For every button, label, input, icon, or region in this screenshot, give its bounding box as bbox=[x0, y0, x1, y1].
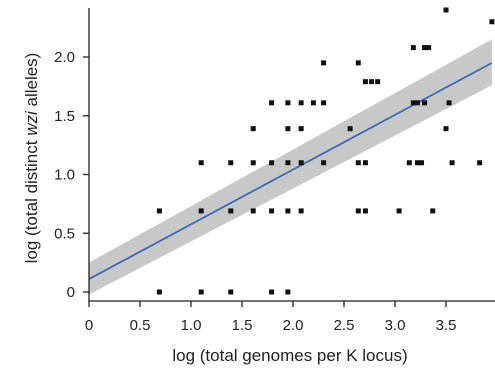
data-point bbox=[250, 126, 256, 132]
data-point bbox=[285, 160, 291, 166]
y-tick-label: 0.5 bbox=[54, 225, 75, 242]
data-point bbox=[355, 160, 361, 166]
confidence-band bbox=[89, 39, 492, 295]
data-point bbox=[298, 100, 304, 106]
data-point bbox=[410, 45, 416, 51]
y-axis: 0 0.5 1.0 1.5 2.0 bbox=[54, 8, 90, 301]
data-point bbox=[228, 160, 234, 166]
data-point bbox=[321, 60, 327, 66]
data-point bbox=[477, 160, 483, 166]
y-axis-label-part-after: alleles) bbox=[22, 53, 41, 112]
data-point bbox=[156, 208, 162, 214]
data-point bbox=[347, 126, 353, 132]
data-point bbox=[310, 100, 316, 106]
data-point bbox=[250, 208, 256, 214]
data-point bbox=[449, 160, 455, 166]
data-point bbox=[443, 7, 449, 13]
data-point bbox=[269, 160, 275, 166]
data-point bbox=[369, 79, 375, 85]
data-point bbox=[198, 208, 204, 214]
data-point bbox=[406, 160, 412, 166]
data-point bbox=[321, 160, 327, 166]
data-point bbox=[362, 79, 368, 85]
fit-line bbox=[89, 62, 493, 280]
data-point bbox=[269, 208, 275, 214]
y-axis-label-part-italic: wzi bbox=[22, 110, 41, 136]
data-point bbox=[285, 126, 291, 132]
x-tick-label: 1.0 bbox=[181, 317, 202, 334]
x-axis: 0 0.5 1.0 1.5 2.0 2.5 3.0 3.5 bbox=[85, 300, 495, 334]
y-tick-label: 1.5 bbox=[54, 108, 75, 125]
data-point bbox=[285, 208, 291, 214]
y-tick-label: 0 bbox=[67, 284, 75, 301]
x-tick-label: 0 bbox=[85, 317, 93, 334]
data-point bbox=[426, 45, 432, 51]
data-point bbox=[489, 19, 495, 25]
points-layer bbox=[156, 7, 495, 295]
data-point bbox=[321, 100, 327, 106]
data-point bbox=[422, 100, 428, 106]
data-point bbox=[414, 100, 420, 106]
x-tick-label: 2.5 bbox=[334, 317, 355, 334]
data-point bbox=[443, 126, 449, 132]
x-axis-label: log (total genomes per K locus) bbox=[172, 346, 407, 365]
data-point bbox=[362, 160, 368, 166]
data-point bbox=[362, 208, 368, 214]
data-point bbox=[269, 289, 275, 295]
data-point bbox=[250, 160, 256, 166]
data-point bbox=[298, 208, 304, 214]
fit-line-layer bbox=[89, 62, 493, 280]
data-point bbox=[430, 208, 436, 214]
data-point bbox=[285, 100, 291, 106]
data-point bbox=[298, 160, 304, 166]
data-point bbox=[414, 160, 420, 166]
data-point bbox=[198, 160, 204, 166]
data-point bbox=[419, 160, 425, 166]
data-point bbox=[355, 208, 361, 214]
data-point bbox=[198, 289, 204, 295]
data-point bbox=[228, 289, 234, 295]
data-point bbox=[422, 45, 428, 51]
data-point bbox=[269, 100, 275, 106]
y-tick-label: 2.0 bbox=[54, 49, 75, 66]
data-point bbox=[285, 289, 291, 295]
x-tick-label: 3.0 bbox=[385, 317, 406, 334]
data-point bbox=[446, 100, 452, 106]
data-point bbox=[228, 208, 234, 214]
data-point bbox=[156, 289, 162, 295]
data-point bbox=[410, 100, 416, 106]
y-axis-label-part-before: log (total distinct bbox=[22, 136, 41, 264]
data-point bbox=[355, 60, 361, 66]
y-axis-label: log (total distinct wzi alleles) bbox=[22, 53, 41, 264]
x-tick-label: 0.5 bbox=[130, 317, 151, 334]
data-point bbox=[375, 79, 381, 85]
confidence-band-layer bbox=[89, 39, 492, 295]
data-point bbox=[396, 208, 402, 214]
x-tick-label: 1.5 bbox=[232, 317, 253, 334]
data-point bbox=[298, 126, 304, 132]
x-tick-label: 3.5 bbox=[436, 317, 457, 334]
y-tick-label: 1.0 bbox=[54, 167, 75, 184]
x-tick-label: 2.0 bbox=[283, 317, 304, 334]
